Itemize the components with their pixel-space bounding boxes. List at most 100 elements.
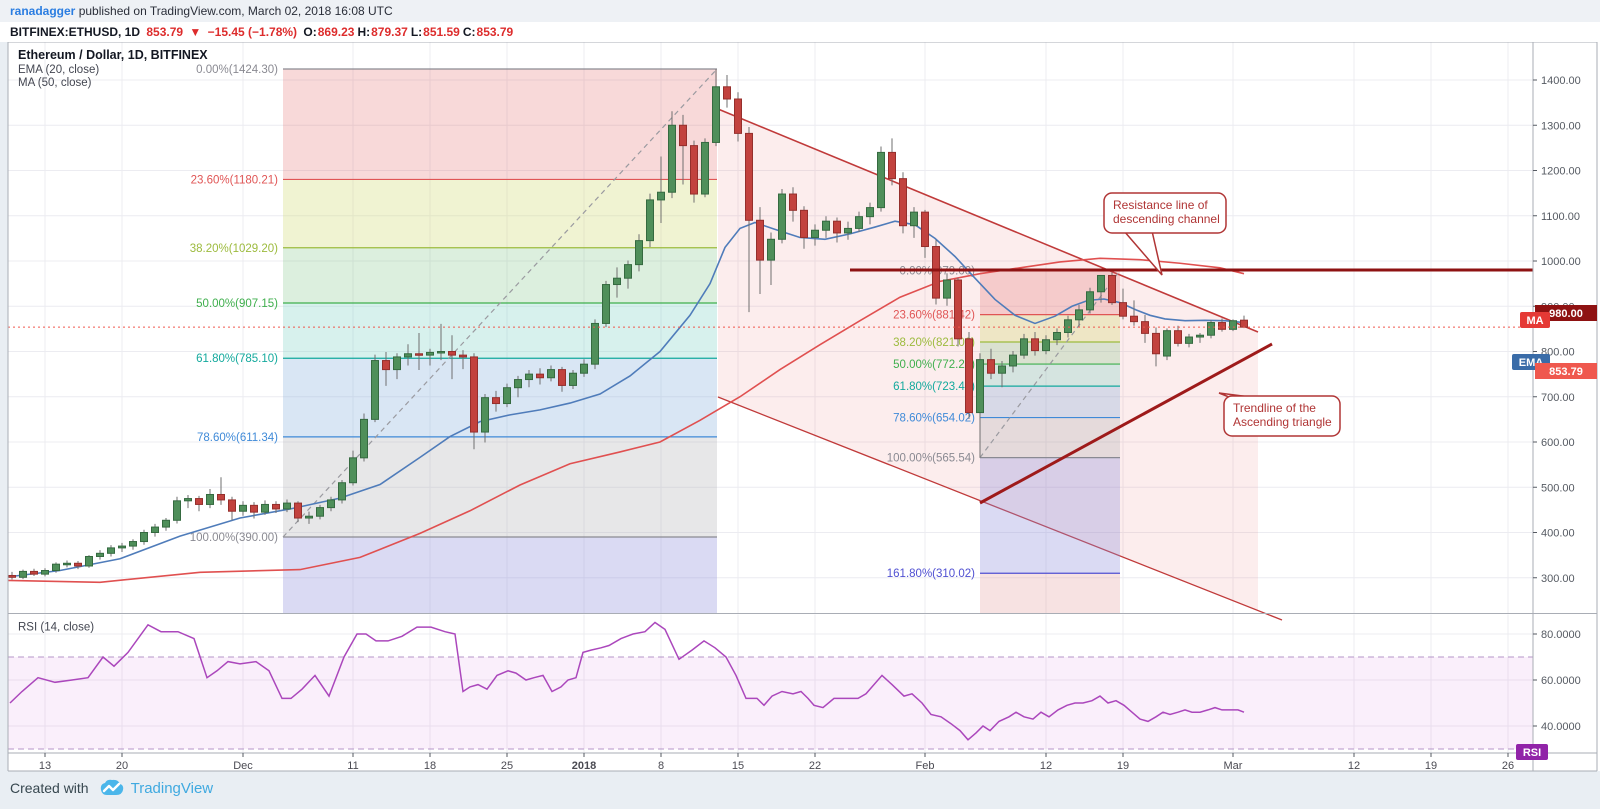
candle-100 [1108, 274, 1116, 304]
rsi-legend[interactable]: RSI (14, close) [18, 622, 94, 634]
time-tick-3: 11 [347, 760, 358, 772]
candle-53 [591, 322, 599, 365]
footer: Created with TradingView [10, 775, 213, 801]
candle-51 [569, 372, 577, 386]
candle-88 [976, 359, 984, 414]
candle-56 [624, 264, 632, 279]
fib-label-1-4: 61.80%(723.48) [893, 381, 975, 393]
candle-65 [723, 86, 731, 100]
candle-80 [888, 151, 896, 180]
candle-83 [921, 211, 929, 248]
time-tick-8: 15 [732, 760, 744, 772]
rsi-badge: RSI [1516, 744, 1548, 760]
time-tick-4: 18 [424, 760, 436, 772]
tradingview-link[interactable]: TradingView [130, 779, 214, 797]
rsi-line [9, 621, 1245, 741]
fib-jan-feb[interactable]: 0.00%(979.00)23.60%(881.42)38.20%(821.06… [887, 266, 1121, 614]
candle-28 [316, 507, 324, 517]
candle-5 [63, 562, 71, 566]
chart-title[interactable]: Ethereum / Dollar, 1D, BITFINEX [18, 48, 208, 62]
candle-79 [877, 151, 885, 209]
ohlc-value-1: 879.37 [371, 25, 408, 39]
tradingview-logo-icon[interactable] [99, 778, 125, 798]
candle-90 [998, 365, 1006, 374]
rsi-tick: 80.0000 [1541, 629, 1581, 641]
time-axis[interactable]: 13 20 Dec 11 18 25 2018 8 15 22 Feb 12 19 Mar 12 19 26 [39, 753, 1514, 772]
triangle-callout-text-1: Ascending triangle [1233, 415, 1332, 429]
candle-26 [294, 502, 302, 519]
rsi-pane[interactable]: RSI (14, close) [8, 622, 1533, 750]
candle-62 [690, 145, 698, 195]
candle-40 [448, 351, 456, 356]
candle-110 [1218, 322, 1226, 330]
candle-52 [580, 363, 588, 374]
ohlc-value-2: 851.59 [423, 25, 460, 39]
channel-resistance-line [717, 108, 1259, 333]
fib-label-0-5: 78.60%(611.34) [197, 432, 278, 444]
candle-73 [811, 229, 819, 238]
ohlc-label-2: L: [410, 25, 423, 39]
price-tick: 1000.00 [1541, 256, 1581, 268]
candle-77 [855, 216, 863, 229]
fib-label-1-3: 50.00%(772.27) [893, 359, 975, 371]
candle-94 [1042, 339, 1050, 352]
candle-38 [426, 351, 434, 356]
candle-67 [745, 132, 753, 221]
legend-ema[interactable]: EMA (20, close) [18, 64, 100, 76]
resistance-callout-text-0: Resistance line of [1113, 198, 1208, 212]
candle-86 [954, 279, 962, 340]
ma50-line[interactable] [7, 257, 1245, 584]
chart-area[interactable]: 0.00%(1424.30) 23.60%(1180.21) 38.20%(1029… [0, 41, 1600, 772]
candle-24 [272, 503, 280, 510]
time-tick-10: Feb [916, 760, 935, 772]
price-axis[interactable]: 1400.001300.001200.001100.001000.00900.0… [1533, 75, 1581, 733]
chart-canvas[interactable]: 0.00%(1424.30) 23.60%(1180.21) 38.20%(1029… [0, 41, 1600, 772]
fib-nov-jan[interactable]: 0.00%(1424.30) 23.60%(1180.21) 38.20%(1029… [190, 64, 718, 614]
ohlc-label-3: C: [462, 25, 476, 39]
candle-19 [217, 493, 225, 501]
time-tick-1: 20 [116, 760, 128, 772]
legend-ma[interactable]: MA (50, close) [18, 77, 92, 89]
price-tick: 500.00 [1541, 482, 1575, 494]
candle-107 [1185, 336, 1193, 344]
candle-41 [459, 354, 467, 358]
candle-11 [129, 541, 137, 547]
candle-75 [833, 220, 841, 234]
candle-32 [360, 418, 368, 459]
fib-label-0-6: 100.00%(390.00) [190, 532, 278, 544]
candle-78 [866, 207, 874, 218]
fib-label-1-2: 38.20%(821.06) [893, 337, 975, 349]
candle-61 [679, 124, 687, 147]
time-tick-0: 13 [39, 760, 51, 772]
symbol-label[interactable]: BITFINEX:ETHUSD, 1D [10, 25, 141, 39]
candle-89 [987, 359, 995, 374]
candle-10 [118, 545, 126, 549]
candle-16 [184, 498, 192, 502]
fib-label-1-1: 23.60%(881.42) [893, 310, 975, 322]
svg-text:MA: MA [1526, 315, 1543, 327]
time-tick-5: 25 [501, 760, 513, 772]
svg-text:RSI: RSI [1523, 747, 1541, 759]
author-link[interactable]: ranadagger [10, 4, 76, 18]
ascending-trendline[interactable] [979, 342, 1273, 505]
candle-58 [646, 199, 654, 242]
candle-70 [778, 193, 786, 240]
candle-109 [1207, 322, 1215, 336]
candle-108 [1196, 334, 1204, 338]
time-tick-6: 2018 [572, 760, 596, 772]
candle-14 [162, 519, 170, 528]
candle-22 [250, 504, 258, 513]
chart-legend: Ethereum / Dollar, 1D, BITFINEX EMA (20,… [18, 48, 208, 89]
candle-104 [1152, 332, 1160, 355]
candle-7 [85, 555, 93, 567]
candle-21 [239, 504, 247, 512]
candle-23 [261, 503, 269, 513]
candle-6 [74, 562, 82, 567]
candle-54 [602, 284, 610, 324]
ma-badge: MA [1520, 312, 1550, 328]
time-tick-13: Mar [1224, 760, 1243, 772]
candle-31 [349, 457, 357, 484]
